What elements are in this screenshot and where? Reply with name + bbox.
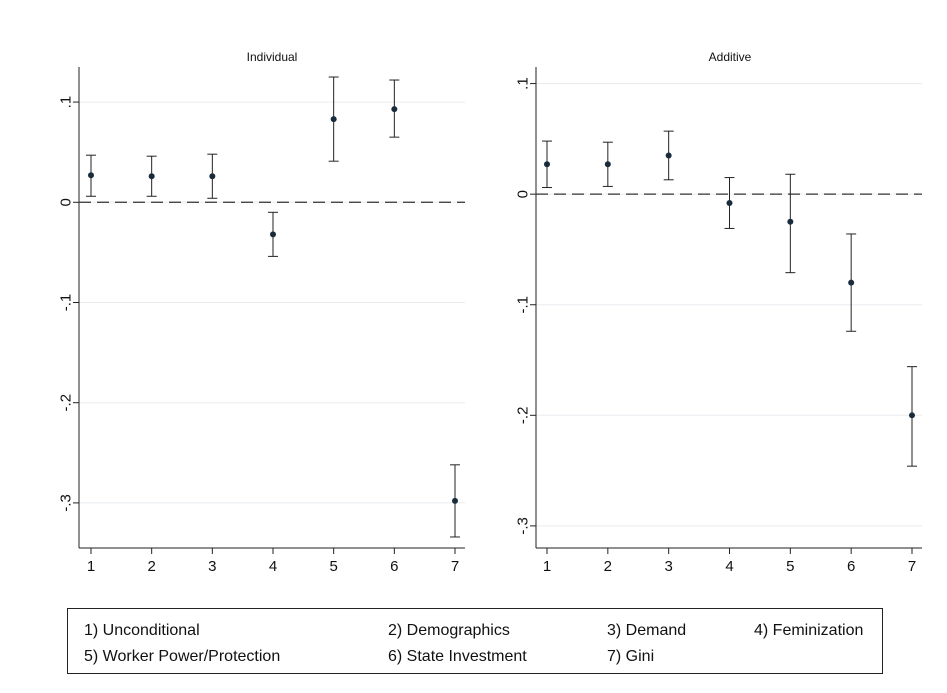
- gridlines-additive: [536, 83, 922, 527]
- x-tick-label: 6: [847, 558, 855, 575]
- x-tick-label: 5: [786, 558, 794, 575]
- x-ticks-additive: 1 2 3 4 5 6 7: [543, 548, 916, 575]
- legend-item-demand: 3) Demand: [607, 622, 687, 639]
- y-tick-label: .1: [515, 77, 532, 90]
- x-tick-label: 3: [664, 558, 672, 575]
- x-tick-label: 1: [543, 558, 551, 575]
- gridlines-individual: [79, 101, 465, 504]
- point-estimate: [209, 173, 216, 180]
- point-estimate: [391, 106, 398, 113]
- point-estimate: [909, 412, 915, 419]
- point-estimate: [270, 231, 276, 238]
- y-ticks-additive: .1 0 -.1 -.2 -.3: [515, 77, 536, 535]
- y-tick-label: -.3: [58, 494, 75, 512]
- x-tick-label: 2: [604, 558, 612, 575]
- y-tick-label: -.3: [515, 517, 532, 535]
- point-estimate: [452, 497, 458, 504]
- legend: 1) Unconditional 2) Demographics 3) Dema…: [67, 608, 883, 674]
- point-estimate: [544, 161, 550, 168]
- y-ticks-individual: .1 0 -.1 -.2 -.3: [58, 96, 79, 512]
- x-tick-label: 4: [725, 558, 733, 575]
- legend-item-state-investment: 6) State Investment: [388, 648, 527, 665]
- x-tick-label: 4: [269, 558, 277, 575]
- point-estimate: [604, 161, 611, 168]
- point-estimate: [787, 218, 794, 225]
- panel-title-individual: Individual: [247, 50, 298, 64]
- x-tick-label: 6: [390, 558, 398, 575]
- legend-item-worker-power: 5) Worker Power/Protection: [84, 648, 281, 665]
- panel-individual: Individual .1 0 -.1 -.2 -.3 1 2 3 4 5 6 7: [58, 50, 465, 575]
- point-estimate: [330, 116, 337, 123]
- x-tick-label: 7: [908, 558, 916, 575]
- x-tick-label: 1: [87, 558, 95, 575]
- x-tick-label: 5: [329, 558, 337, 575]
- y-tick-label: .1: [58, 96, 75, 109]
- y-tick-label: -.1: [58, 294, 75, 312]
- y-tick-label: -.1: [515, 296, 532, 314]
- point-estimate: [88, 172, 94, 179]
- point-estimate: [665, 152, 672, 159]
- x-tick-label: 3: [208, 558, 216, 575]
- x-tick-label: 2: [147, 558, 155, 575]
- ci-markers-individual: [86, 76, 460, 538]
- x-ticks-individual: 1 2 3 4 5 6 7: [87, 548, 459, 575]
- y-tick-label: 0: [515, 190, 532, 198]
- legend-item-feminization: 4) Feminization: [754, 622, 864, 639]
- panel-additive: Additive .1 0 -.1 -.2 -.3 1 2 3 4 5 6 7: [515, 50, 922, 575]
- legend-item-gini: 7) Gini: [607, 648, 655, 665]
- point-estimate: [148, 173, 155, 180]
- legend-item-demographics: 2) Demographics: [388, 622, 510, 639]
- panel-title-additive: Additive: [709, 50, 752, 64]
- point-estimate: [848, 279, 855, 286]
- x-tick-label: 7: [451, 558, 459, 575]
- legend-item-unconditional: 1) Unconditional: [84, 622, 200, 639]
- y-tick-label: -.2: [515, 407, 532, 425]
- ci-markers-additive: [542, 130, 917, 467]
- y-tick-label: -.2: [58, 394, 75, 412]
- y-tick-label: 0: [58, 198, 75, 206]
- point-estimate: [726, 200, 733, 207]
